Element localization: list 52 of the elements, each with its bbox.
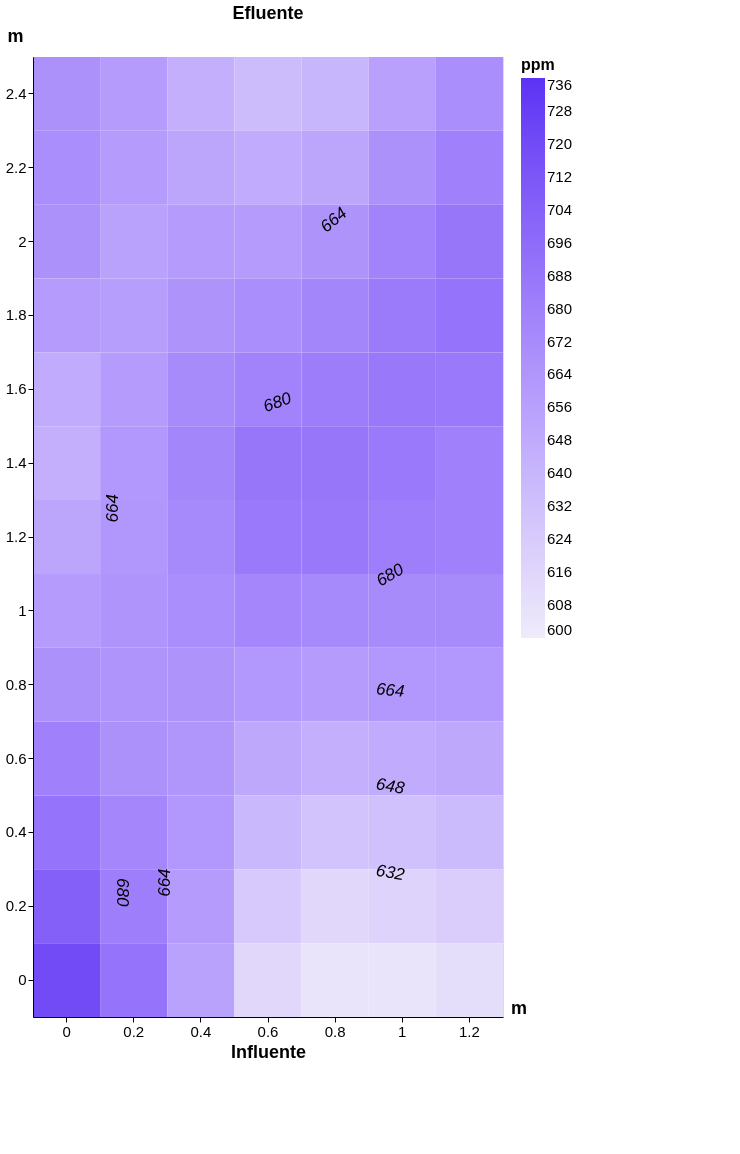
color-bar-label: 640	[547, 464, 573, 482]
y-tick-label: 0.6	[5, 749, 27, 767]
y-tick-label: 2	[18, 232, 27, 250]
color-bar-label: 632	[547, 497, 573, 515]
x-tick-label: 1.2	[459, 1022, 480, 1040]
color-bar-label: 680	[547, 299, 573, 317]
chart-title: Efluente	[232, 3, 304, 23]
color-bar-label: 664	[547, 365, 573, 383]
y-tick-label: 0.2	[5, 897, 27, 915]
color-bar-label: 720	[547, 134, 573, 152]
color-bar-label: 736	[547, 76, 573, 93]
color-bar-label: 688	[547, 266, 573, 284]
y-tick-label: 0	[18, 971, 27, 989]
y-tick-label: 2.2	[5, 158, 27, 176]
color-bar-label: 704	[547, 200, 573, 218]
color-bar-label: 624	[547, 530, 573, 548]
annotation: 664	[102, 494, 122, 523]
y-tick-label: 0.4	[5, 823, 27, 841]
x-tick-label: 0.6	[257, 1022, 279, 1040]
y-tick-label: 1.6	[5, 380, 27, 398]
color-bar-label: 696	[547, 233, 573, 251]
color-bar-label: 656	[547, 398, 573, 416]
color-bar-label: 672	[547, 332, 573, 350]
y-tick-label: 1.8	[5, 306, 27, 324]
x-tick-label: 0.4	[190, 1022, 212, 1040]
y-tick-label: 0.8	[5, 675, 27, 693]
y-tick-label: 1.4	[5, 454, 27, 472]
y-tick-label: 1	[18, 601, 27, 619]
annotation: 680	[372, 559, 408, 591]
x-tick-label: 1	[398, 1022, 407, 1040]
y-axis-title: m	[7, 25, 24, 46]
y-tick-label: 2.4	[5, 84, 27, 102]
y-tick-label: 1.2	[5, 528, 27, 545]
annotation: 680	[260, 388, 295, 416]
annotation: 664	[154, 868, 174, 897]
color-bar-label: 600	[547, 621, 573, 638]
x-axis-title: Influente	[231, 1041, 306, 1062]
color-bar-label: 712	[547, 167, 573, 185]
color-bar-label: 728	[547, 101, 573, 119]
color-bar-label: 608	[547, 596, 573, 614]
annotation: 680	[113, 878, 133, 907]
color-bar-label: 648	[547, 431, 573, 449]
legend-title: ppm	[521, 56, 555, 73]
annotation: 664	[375, 679, 406, 701]
annotation: 632	[374, 860, 407, 885]
color-bar-label: 616	[547, 563, 573, 581]
x-tick-label: 0.8	[324, 1022, 346, 1040]
annotation: 648	[374, 774, 407, 799]
x-tick-label: 0.2	[123, 1022, 145, 1040]
annotation: 664	[316, 203, 351, 237]
x-tick-label: 0	[62, 1022, 71, 1040]
text: m	[511, 998, 528, 1018]
